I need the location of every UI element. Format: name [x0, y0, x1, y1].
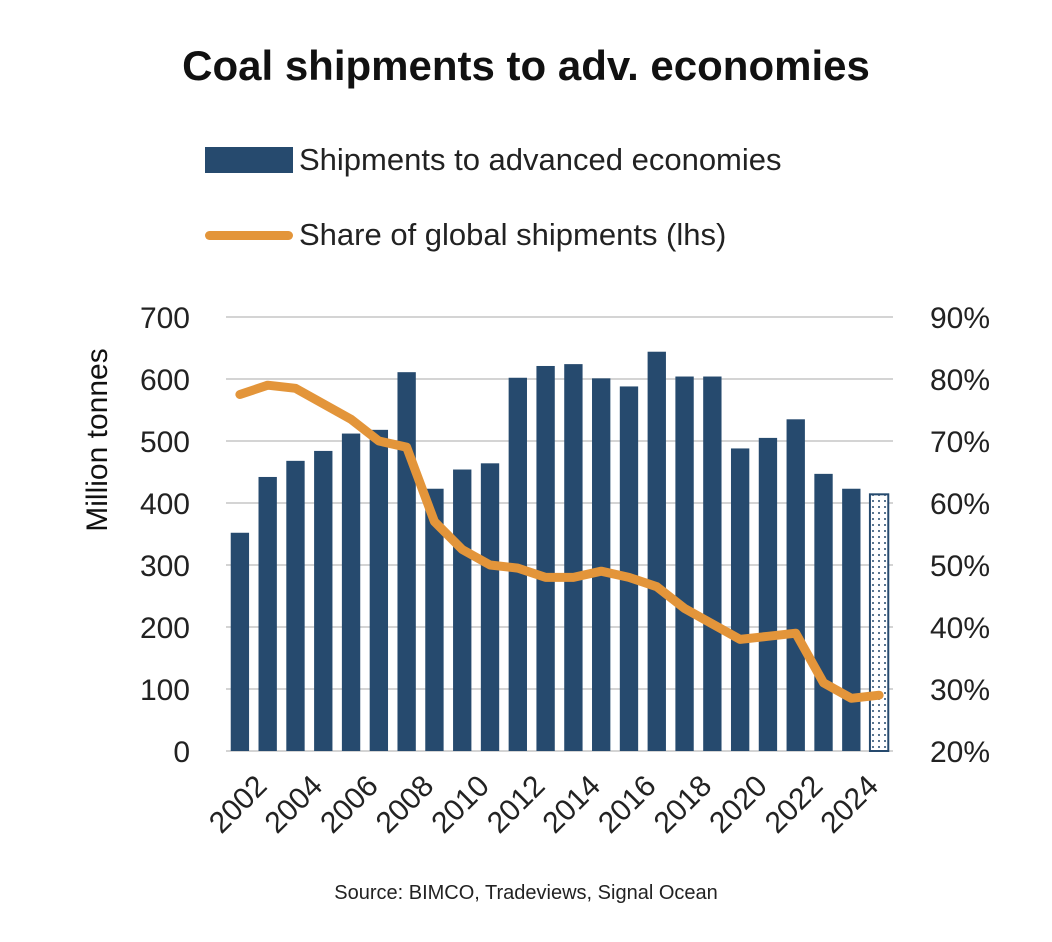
- bar: [786, 419, 805, 751]
- x-tick-label: 2006: [314, 769, 385, 840]
- y-tick-label: 400: [140, 488, 190, 521]
- y-tick-label: 100: [140, 674, 190, 707]
- bar: [258, 476, 277, 751]
- y2-tick-label: 40%: [930, 612, 990, 645]
- legend-item-bars: Shipments to advanced economies: [205, 142, 782, 178]
- x-tick-label: 2024: [814, 769, 885, 840]
- bar: [480, 463, 500, 751]
- legend-label-line: Share of global shipments (lhs): [299, 217, 727, 252]
- y-tick-label: 500: [140, 426, 190, 459]
- x-tick-label: 2020: [703, 769, 774, 840]
- legend-swatch-line: [205, 230, 293, 240]
- x-tick-label: 2008: [370, 769, 441, 840]
- chart-title: Coal shipments to adv. economies: [182, 42, 870, 89]
- x-tick-label: 2002: [203, 769, 274, 840]
- y2-tick-label: 70%: [930, 426, 990, 459]
- bar: [314, 450, 333, 751]
- x-tick-label: 2022: [759, 769, 830, 840]
- bar: [425, 488, 444, 751]
- y2-tick-label: 20%: [930, 736, 990, 769]
- bar: [842, 488, 861, 751]
- x-tick-label: 2014: [537, 769, 608, 840]
- bar: [730, 448, 750, 751]
- bar-series: [230, 351, 890, 752]
- x-tick-label: 2012: [481, 769, 552, 840]
- y-tick-label: 0: [173, 736, 190, 769]
- bar: [703, 376, 722, 751]
- bar: [453, 469, 472, 751]
- bar: [564, 364, 583, 751]
- x-tick-label: 2010: [425, 769, 496, 840]
- line-series: [235, 380, 884, 703]
- legend-item-line: Share of global shipments (lhs): [205, 217, 726, 253]
- share-line: [235, 380, 884, 703]
- y-tick-label: 700: [140, 302, 190, 335]
- y2-tick-label: 60%: [930, 488, 990, 521]
- x-tick-label: 2016: [592, 769, 663, 840]
- bar: [675, 376, 694, 751]
- bar: [536, 365, 555, 751]
- gridlines: [226, 316, 893, 752]
- y2-tick-label: 30%: [930, 674, 990, 707]
- y-tick-label: 300: [140, 550, 190, 583]
- bar: [341, 433, 361, 751]
- bar: [758, 437, 778, 751]
- y-axis-label: Million tonnes: [81, 348, 114, 531]
- y2-tick-label: 50%: [930, 550, 990, 583]
- legend-label-bars: Shipments to advanced economies: [299, 142, 782, 177]
- bar: [397, 372, 416, 751]
- x-tick-label: 2004: [259, 769, 330, 840]
- bar: [369, 429, 389, 751]
- bar: [814, 473, 833, 751]
- bar-estimate: [868, 493, 890, 752]
- legend-swatch-bar: [205, 147, 293, 173]
- bar: [647, 351, 666, 751]
- bar: [619, 386, 639, 751]
- y2-tick-label: 90%: [930, 302, 990, 335]
- y-tick-label: 600: [140, 364, 190, 397]
- x-tick-label: 2018: [648, 769, 719, 840]
- y2-tick-label: 80%: [930, 364, 990, 397]
- y-tick-label: 200: [140, 612, 190, 645]
- bar: [230, 532, 250, 751]
- bar: [592, 378, 611, 751]
- source-note: Source: BIMCO, Tradeviews, Signal Ocean: [334, 882, 718, 904]
- bar: [286, 460, 305, 751]
